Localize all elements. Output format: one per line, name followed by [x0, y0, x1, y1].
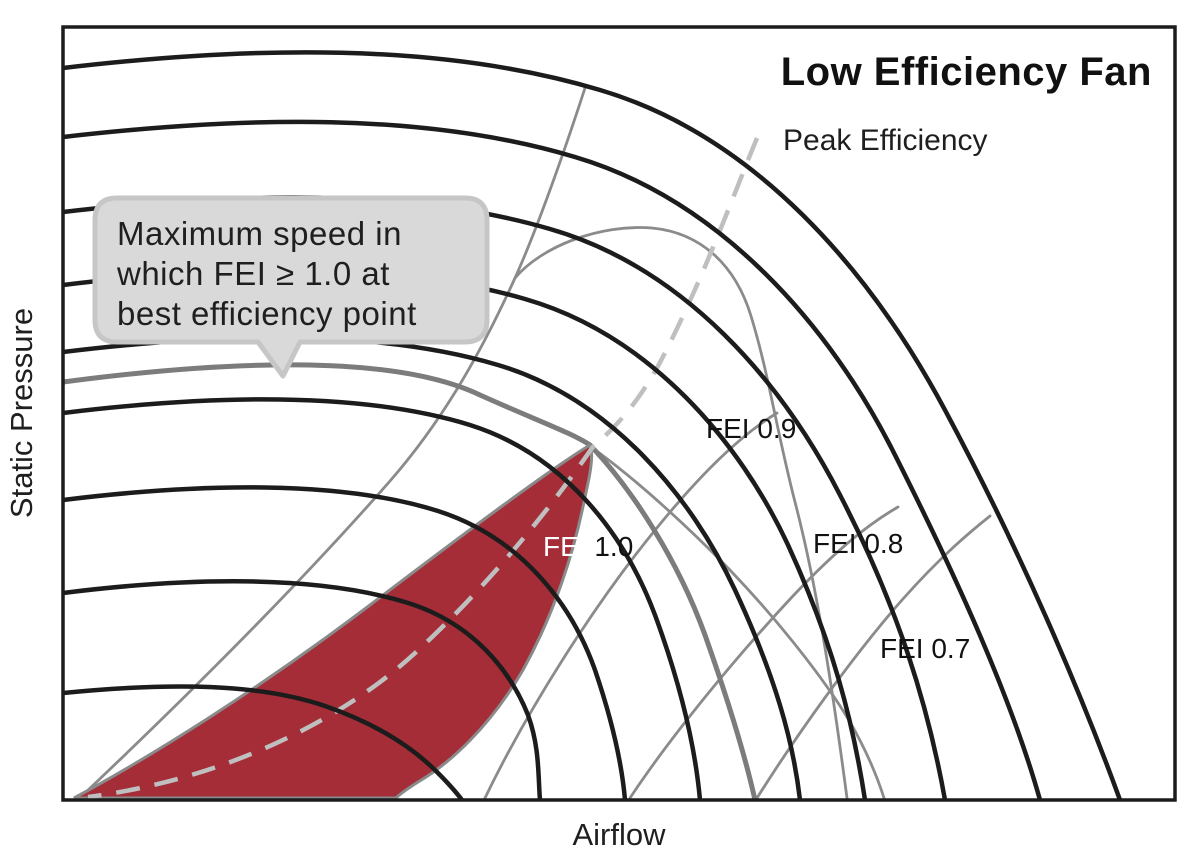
plot-border [61, 25, 1177, 802]
fan-curve-7 [63, 485, 628, 800]
max-fei-speed-curve [63, 362, 758, 800]
fei-1-0-label-prefix: FEI [543, 531, 587, 562]
fei-region [73, 442, 594, 800]
fan-curve-9 [63, 684, 465, 800]
fei-0-9-label: FEI 0.9 [706, 413, 796, 444]
peak-efficiency-line [87, 137, 760, 800]
fei-contour-0-9-inner [596, 450, 886, 800]
fei-contour-0-8-left [483, 411, 779, 800]
callout-bubble [92, 195, 490, 379]
fei-1-0-label: FEI 1.0 [543, 531, 633, 562]
fei-contour-lines [83, 86, 992, 800]
fei-contour-stall-line [83, 86, 587, 795]
fei-0-8-label: FEI 0.8 [813, 528, 903, 559]
fan-curve-2 [63, 119, 1043, 800]
x-axis-label: Airflow [572, 817, 666, 852]
fan-curve-6 [63, 397, 703, 800]
chart-title: Low Efficiency Fan [781, 50, 1152, 94]
peak-efficiency-label: Peak Efficiency [783, 124, 988, 157]
callout-line-3: best efficiency point [117, 295, 417, 332]
fei-1-0-label-value: 1.0 [587, 531, 634, 562]
callout-line-2: which FEI ≥ 1.0 at [116, 255, 390, 292]
fei-labels: FEI 0.9 FEI 0.8 FEI 0.7 FEI 1.0 [543, 413, 970, 664]
fei-0-7-label: FEI 0.7 [880, 633, 970, 664]
fan-speed-curves [63, 50, 1123, 800]
callout: Maximum speed in which FEI ≥ 1.0 at best… [92, 195, 490, 379]
fan-curve-1 [63, 50, 1123, 800]
fan-curve-8 [63, 579, 543, 800]
y-axis-label: Static Pressure [4, 308, 39, 518]
callout-line-1: Maximum speed in [117, 215, 402, 252]
fei-contour-0-8-right [628, 505, 900, 800]
